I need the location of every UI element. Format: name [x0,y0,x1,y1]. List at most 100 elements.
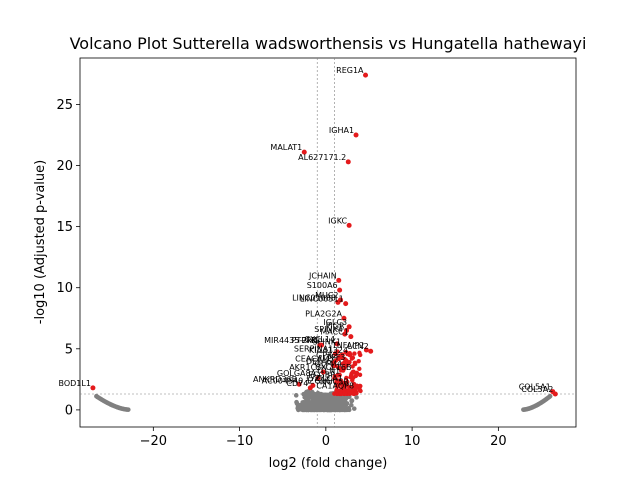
gene-label: LYZ [307,374,321,383]
significant-point [356,358,361,364]
gene-label: ZG16 [309,376,331,385]
nonsignificant-point [302,401,308,407]
gene-label: TNFAIP2 [331,341,364,350]
significant-point [341,365,347,371]
significant-point [350,355,356,360]
gene-label: COL5A1 [519,383,551,392]
significant-point [346,324,352,330]
y-tick-label: 5 [65,342,73,357]
nonsignificant-point [344,394,350,400]
significant-point [343,301,349,307]
gene-label: TFF3 [325,353,345,362]
nonsignificant-point [126,407,131,412]
plot-area [79,57,577,428]
gene-label: AKR1C3 [289,363,321,372]
gene-label: OLFM4 [315,359,342,368]
gene-label: CLCA1 [317,374,343,383]
significant-point [352,351,357,356]
x-axis-ticks: −20 −10 0 10 20 [140,427,507,449]
significant-point [368,348,374,354]
significant-point [345,159,351,165]
significant-point [358,388,363,394]
gene-label: CXCL14 [304,335,335,344]
gene-label: AC004540.1 [262,376,311,385]
significant-point [296,381,302,387]
nonsignificant-point [323,397,329,402]
significant-point [346,222,352,228]
significant-point [342,386,347,391]
significant-point [338,378,343,383]
significant-point [344,358,349,363]
gene-label: CA1 [316,381,332,390]
chart-title: Volcano Plot Sutterella wadsworthensis v… [70,34,587,53]
significant-point [357,366,362,372]
gene-label: GOLGA8A [277,369,317,378]
gene-label: CXCL16B [315,363,351,372]
significant-point [331,363,337,369]
y-tick-label: 10 [56,281,73,296]
x-tick-label: 0 [322,434,330,449]
significant-point [336,277,342,283]
significant-point [337,287,343,293]
significant-point [350,369,356,375]
significant-point [363,72,369,78]
x-tick-label: −20 [140,434,167,449]
gene-label: IGKC [328,216,347,225]
y-tick-label: 0 [65,403,73,418]
gene-label: ITLN1 [317,367,340,376]
nonsignificant-point [309,405,315,411]
nonsignificant-point [315,402,321,407]
nonsignificant-point [335,399,341,405]
significant-point [301,149,307,155]
x-tick-label: 20 [490,434,507,449]
gene-label: SPINK1 [313,337,342,346]
gene-label: ANKRD36B [253,375,297,384]
significant-point [344,383,350,388]
significant-point [346,388,352,393]
nonsignificant-point [315,394,321,400]
gene-label: PLA2G2A [305,309,342,318]
significant-point [341,315,347,321]
nonsignificant-point [315,390,321,396]
nonsignificant-point [332,404,337,410]
significant-point [335,299,341,305]
gene-label: S100A6 [307,281,338,290]
gene-label: COL5A2 [521,385,553,394]
significant-point [317,342,323,348]
significant-point [552,391,558,397]
gene-label: SPINK4 [314,325,343,334]
significant-point [357,372,363,378]
significant-point [347,352,353,358]
x-tick-label: 10 [404,434,421,449]
x-tick-label: −10 [226,434,253,449]
significant-point [363,347,369,353]
gene-label: GPX2 [316,351,338,360]
gene-label: CD74 [286,379,308,388]
gene-label: MIR4435-2HG [264,336,319,345]
significant-point [351,375,356,380]
y-tick-label: 15 [56,220,73,235]
gene-label: PTPRD [292,336,318,345]
significant-point [332,351,338,357]
nonsignificant-point [293,393,299,398]
gene-label: SERPINA1 [294,345,333,354]
nonsignificant-point [302,394,307,400]
significant-point [90,385,96,391]
significant-point [336,365,341,370]
significant-point [348,334,354,340]
gene-label: MACC1 [320,328,349,337]
gene-label: PIGR [326,321,345,330]
nonsignificant-point [309,389,315,395]
significant-point [344,375,349,381]
significant-point [333,374,338,379]
nonsignificant-point [337,407,343,413]
gene-label: JCHAIN [308,271,337,280]
gene-label: IGLC3 [323,318,347,327]
gene-label: MALAT1 [270,143,302,152]
nonsignificant-point [327,397,332,403]
significant-point [331,360,336,365]
significant-point [352,361,358,367]
significant-point [357,350,362,356]
